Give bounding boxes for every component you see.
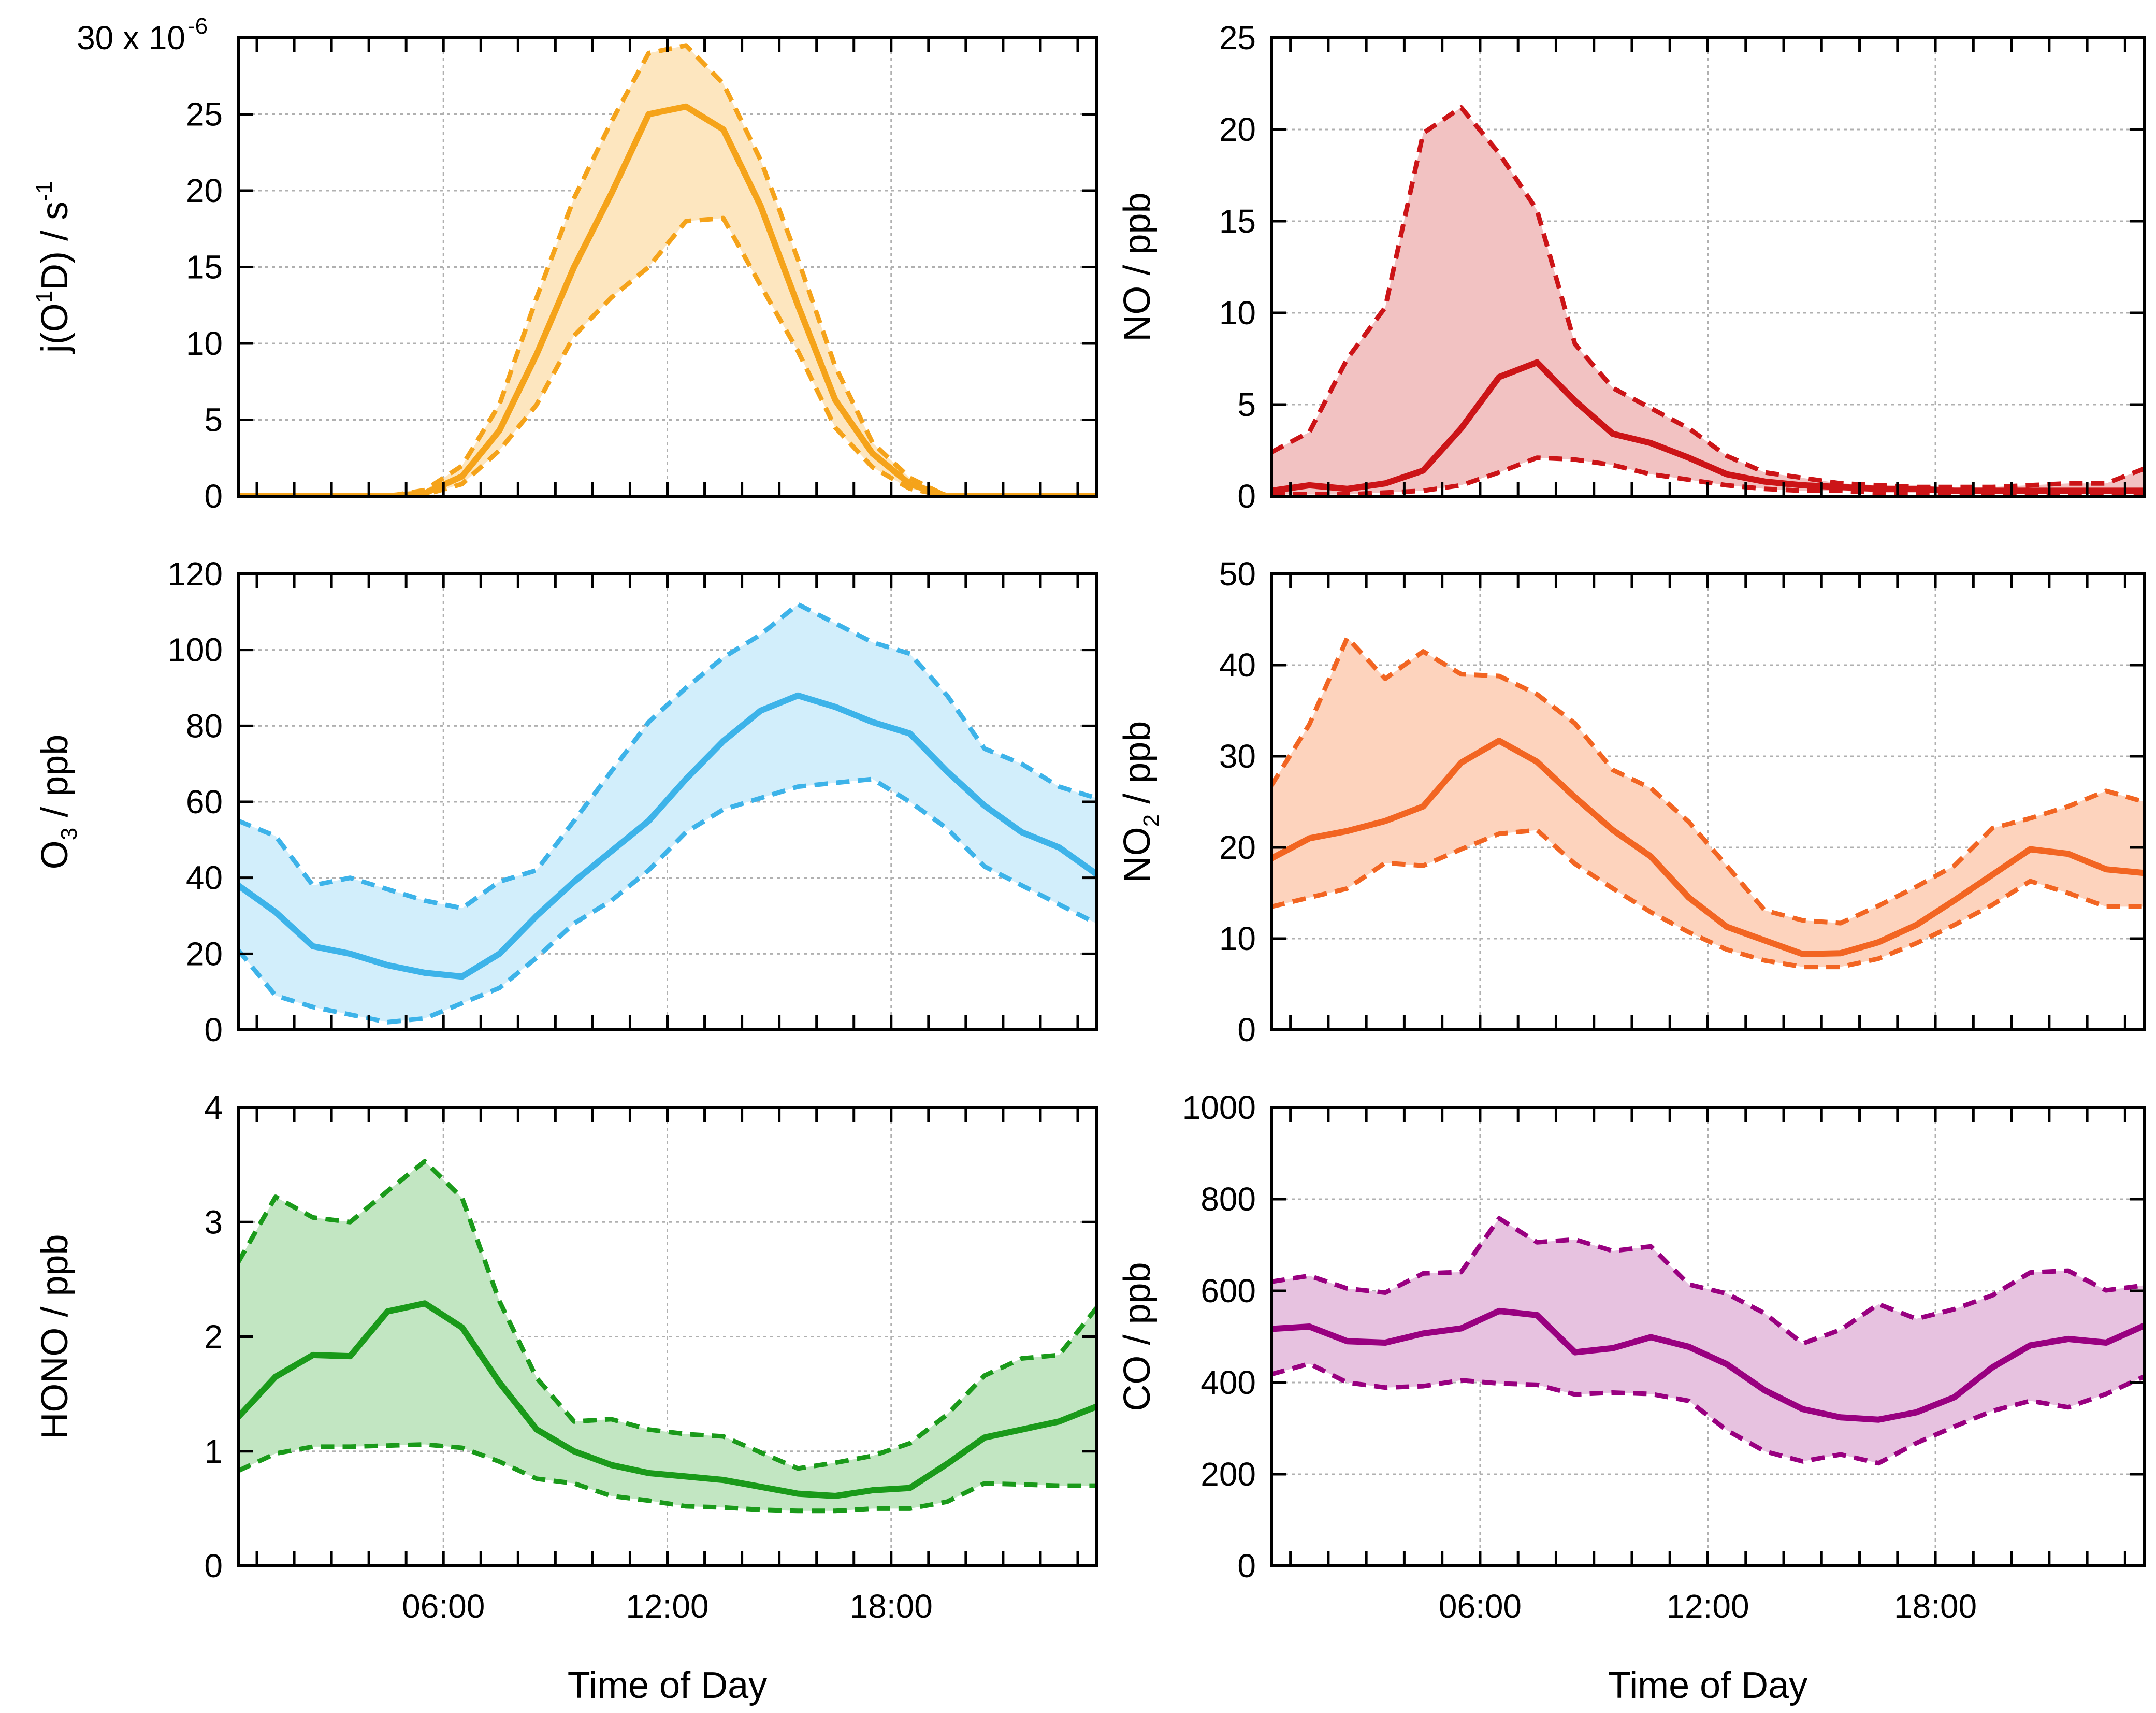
x-axis-title: Time of Day	[1608, 1665, 1807, 1706]
percentile-band	[238, 1161, 1096, 1511]
y-axis-title: NO2 / ppb	[1117, 721, 1164, 883]
x-axis-title: Time of Day	[568, 1665, 767, 1706]
y-tick-label: 10	[1219, 920, 1256, 957]
y-axis-title: NO / ppb	[1117, 192, 1158, 341]
y-tick-label: 20	[186, 935, 223, 972]
y-tick-label: 5	[1237, 386, 1256, 423]
y-tick-label: 25	[1219, 19, 1256, 56]
ticks-no	[1271, 36, 2144, 498]
panel-hono: 0 1 2 3 4 06:00 12:00 18:00 Time of Day HONO / pp…	[34, 1089, 1098, 1706]
median-line	[1271, 359, 2144, 494]
y-tick-label: 15	[1219, 203, 1256, 240]
panel-no2: 0 10 20 30 40 50 NO2 / ppb	[1117, 555, 2146, 1048]
ticks-o3	[238, 572, 1096, 1031]
y-tick-label: 0	[1237, 1547, 1256, 1585]
y-tick-label: 0	[1237, 1011, 1256, 1048]
data-co	[1271, 1216, 2144, 1466]
y-tick-label: 10	[186, 325, 223, 362]
ticks-co	[1271, 1106, 2144, 1567]
y-tick-label: 0	[204, 478, 223, 515]
y-tick-label: 2	[204, 1318, 223, 1356]
y-tick-label: 40	[186, 859, 223, 897]
x-tick-label: 12:00	[1666, 1588, 1749, 1625]
y-tick-label: 400	[1200, 1364, 1256, 1401]
data-hono	[238, 1159, 1096, 1514]
y-tick-label: 100	[167, 631, 223, 669]
lower-percentile-line	[238, 1442, 1096, 1514]
ticks-no2	[1271, 572, 2144, 1031]
y-tick-label: 20	[186, 172, 223, 209]
upper-percentile-line	[238, 1159, 1096, 1471]
panel-jo1d: 0 5 10 15 20 25 30 x 10 -6 j(O1D) / s-1	[32, 13, 1098, 515]
panel-no: 0 5 10 15 20 25 NO / ppb	[1117, 19, 2146, 515]
y-tick-label: 5	[204, 401, 223, 439]
y-tick-label: 0	[204, 1547, 223, 1585]
upper-percentile-line	[1271, 635, 2144, 926]
y-tick-label: 200	[1200, 1456, 1256, 1493]
y-axis-title: j(O1D) / s-1	[32, 181, 76, 354]
lower-percentile-line	[238, 776, 1096, 1025]
y-tick-label: 800	[1200, 1181, 1256, 1218]
panel-co: 0 200 400 600 800 1000 06:00 12:00 18:00 Time of …	[1117, 1089, 2146, 1706]
ticks-hono	[238, 1106, 1096, 1567]
x-tick-label: 06:00	[402, 1588, 485, 1625]
y-tick-label: 600	[1200, 1272, 1256, 1309]
y-tick-label: 120	[167, 555, 223, 593]
y-tick-label: 15	[186, 249, 223, 286]
lower-percentile-line	[1271, 1361, 2144, 1466]
lower-percentile-line	[1271, 828, 2144, 970]
data-no2	[1271, 635, 2144, 970]
y-axis-title: HONO / ppb	[34, 1234, 76, 1439]
y-tick-label: 4	[204, 1089, 223, 1126]
lower-percentile-line	[238, 215, 1096, 496]
y-tick-label: 60	[186, 783, 223, 820]
x-tick-label: 18:00	[1894, 1588, 1977, 1625]
median-line	[238, 692, 1096, 980]
y-tick-label: 3	[204, 1203, 223, 1241]
y-tick-label: 1	[204, 1433, 223, 1470]
y-tick-label: 40	[1219, 646, 1256, 684]
median-line	[238, 1300, 1096, 1499]
upper-percentile-line	[1271, 105, 2144, 490]
y-tick-label: 10	[1219, 294, 1256, 332]
ticks-jo1d	[238, 36, 1096, 498]
percentile-band	[1271, 107, 2144, 495]
percentile-band	[1271, 638, 2144, 967]
y-tick-label: 0	[1237, 478, 1256, 515]
y-tick-label: 1000	[1182, 1089, 1256, 1126]
y-axis-title: CO / ppb	[1117, 1262, 1158, 1411]
data-o3	[238, 602, 1096, 1025]
y-tick-label: 50	[1219, 555, 1256, 593]
y-tick-label: 20	[1219, 111, 1256, 148]
y-tick-label: 0	[204, 1011, 223, 1048]
y-scale-exponent: -6	[187, 13, 208, 39]
percentile-band	[1271, 1218, 2144, 1463]
y-tick-label: 25	[186, 96, 223, 133]
percentile-band	[238, 604, 1096, 1023]
x-tick-label: 06:00	[1439, 1588, 1522, 1625]
y-tick-label: 20	[1219, 829, 1256, 866]
x-tick-label: 18:00	[850, 1588, 933, 1625]
x-tick-label: 12:00	[626, 1588, 708, 1625]
median-line	[1271, 1307, 2144, 1423]
y-tick-label: 80	[186, 707, 223, 744]
y-tick-label: 30	[1219, 738, 1256, 775]
y-tick-label: 30 x 10	[77, 19, 185, 56]
panel-o3: 0 20 40 60 80 100 120 O3 / ppb	[34, 555, 1098, 1048]
median-line	[1271, 738, 2144, 957]
y-axis-title: O3 / ppb	[34, 735, 82, 870]
upper-percentile-line	[238, 602, 1096, 911]
percentile-band	[238, 45, 1096, 496]
median-line	[238, 103, 1096, 496]
